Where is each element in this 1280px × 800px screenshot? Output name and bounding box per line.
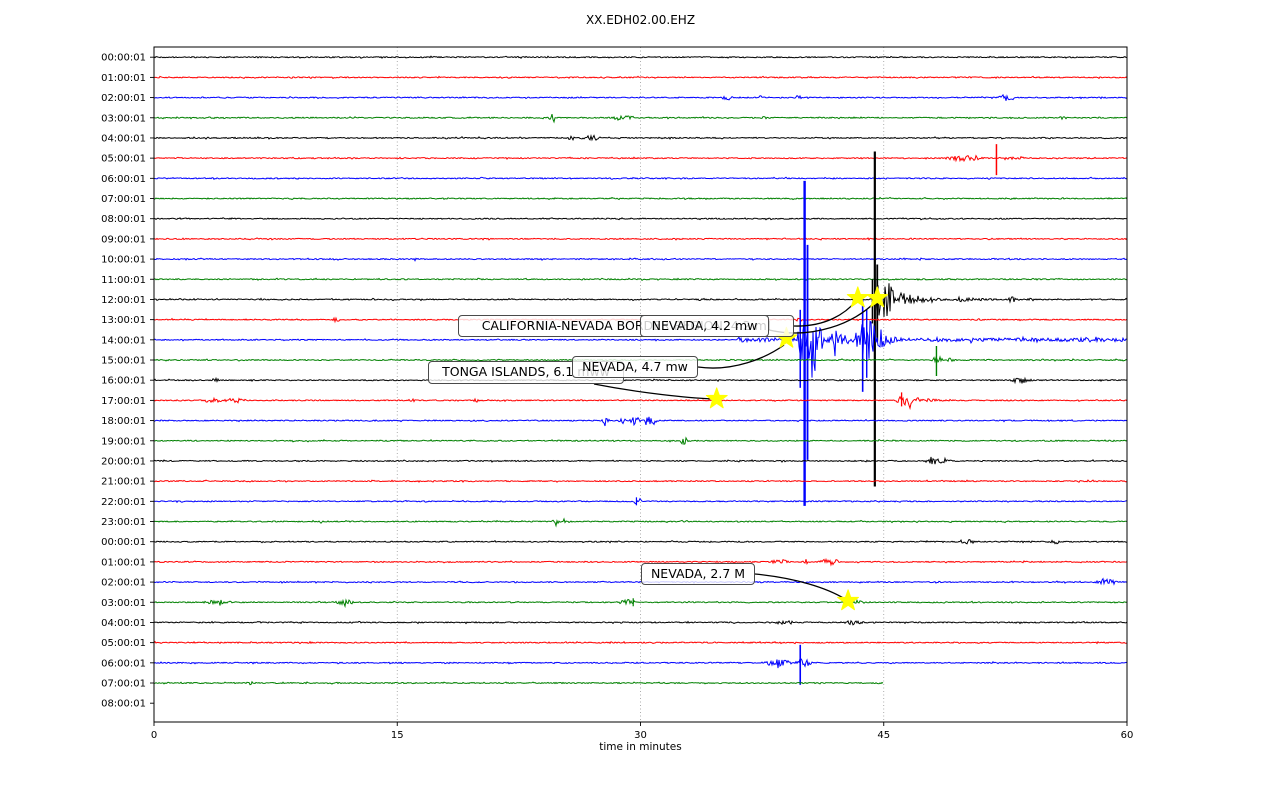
y-tick-label: 07:00:01 (101, 194, 146, 205)
y-tick-label: 06:00:01 (101, 658, 146, 669)
y-tick-label: 08:00:01 (101, 699, 146, 710)
y-tick-label: 07:00:01 (101, 679, 146, 690)
connector-tonga-islands (593, 383, 715, 400)
trace-row-26 (153, 577, 1128, 586)
trace-row-4 (153, 134, 1128, 142)
y-tick-label: 16:00:01 (101, 376, 146, 387)
trace-row-23 (153, 517, 1128, 528)
y-tick-label: 03:00:01 (101, 113, 146, 124)
trace-row-6 (154, 176, 1128, 181)
y-tick-label: 22:00:01 (101, 497, 146, 508)
y-tick-label: 17:00:01 (101, 396, 146, 407)
y-tick-label: 05:00:01 (101, 638, 146, 649)
trace-row-16 (153, 376, 1128, 385)
trace-row-10 (153, 257, 1128, 262)
event-label-nevada-4-7: NEVADA, 4.7 mw (572, 356, 698, 378)
x-tick-label: 30 (634, 730, 647, 741)
event-star-icon (837, 589, 859, 611)
x-tick-label: 60 (1121, 730, 1134, 741)
trace-row-27 (153, 598, 1128, 609)
x-tick-label: 0 (151, 730, 157, 741)
event-star-icon (705, 387, 728, 409)
y-tick-label: 01:00:01 (101, 557, 146, 568)
y-tick-label: 12:00:01 (101, 295, 146, 306)
trace-row-14 (153, 320, 1128, 378)
event-label-nevada-4-2: NEVADA, 4.2 mw (640, 315, 769, 337)
y-tick-label: 18:00:01 (101, 416, 146, 427)
trace-row-19 (153, 436, 1128, 446)
y-tick-label: 19:00:01 (101, 436, 146, 447)
trace-row-8 (153, 217, 1128, 221)
y-axis-ticks: 00:00:01 01:00:01 02:00:01 03:00:01 04:00:01… (101, 53, 154, 710)
trace-row-11 (153, 277, 1128, 281)
trace-row-25 (153, 557, 1128, 567)
trace-row-17 (153, 395, 1128, 411)
event-label-nevada-2-7: NEVADA, 2.7 M (641, 563, 755, 585)
x-tick-label: 45 (877, 730, 890, 741)
trace-row-24 (153, 538, 1127, 545)
y-tick-label: 10:00:01 (101, 255, 146, 266)
chart-title: XX.EDH02.00.EHZ (585, 13, 696, 27)
y-tick-label: 00:00:01 (101, 53, 146, 64)
y-tick-label: 20:00:01 (101, 456, 146, 467)
y-tick-label: 05:00:01 (101, 154, 146, 165)
x-tick-label: 15 (391, 730, 404, 741)
event-stars (705, 286, 889, 611)
x-axis-label: time in minutes (599, 741, 682, 753)
connector-nevada-2-7 (754, 573, 846, 600)
trace-row-3 (153, 113, 1128, 124)
y-tick-label: 02:00:01 (101, 93, 146, 104)
y-tick-label: 15:00:01 (101, 356, 146, 367)
trace-row-31 (153, 680, 884, 686)
annotation-connectors (593, 300, 876, 600)
trace-row-2 (153, 93, 1128, 101)
connector-nevada-4-7 (697, 344, 785, 369)
y-tick-label: 04:00:01 (101, 133, 146, 144)
y-tick-label: 01:00:01 (101, 73, 146, 84)
plot-frame (153, 46, 1128, 723)
y-tick-label: 23:00:01 (101, 517, 146, 528)
y-tick-label: 08:00:01 (101, 214, 146, 225)
trace-row-5 (153, 154, 1128, 163)
y-tick-label: 06:00:01 (101, 174, 146, 185)
trace-row-1 (153, 75, 1128, 80)
gridlines (396, 47, 885, 722)
trace-row-9 (153, 237, 1128, 241)
y-tick-label: 14:00:01 (101, 335, 146, 346)
trace-row-22 (153, 497, 1128, 505)
trace-row-29 (153, 640, 1128, 645)
trace-row-30 (153, 658, 1128, 669)
y-tick-label: 02:00:01 (101, 578, 146, 589)
y-tick-label: 04:00:01 (101, 618, 146, 629)
event-star-icon (846, 286, 869, 308)
trace-row-18 (153, 416, 1128, 427)
y-tick-label: 00:00:01 (101, 537, 146, 548)
trace-row-0 (153, 55, 1128, 59)
trace-row-7 (153, 196, 1128, 201)
x-axis-ticks: 0 15 30 45 60 (151, 722, 1134, 741)
trace-row-21 (154, 479, 1128, 483)
trace-row-20 (153, 456, 1128, 465)
trace-row-12 (153, 283, 1128, 317)
event-star-icon (866, 286, 889, 308)
trace-row-28 (153, 619, 1128, 626)
y-tick-label: 13:00:01 (101, 315, 146, 326)
y-tick-label: 03:00:01 (101, 598, 146, 609)
y-tick-label: 09:00:01 (101, 234, 146, 245)
y-tick-label: 21:00:01 (101, 477, 146, 488)
y-tick-label: 11:00:01 (101, 275, 146, 286)
traces (153, 55, 1128, 686)
